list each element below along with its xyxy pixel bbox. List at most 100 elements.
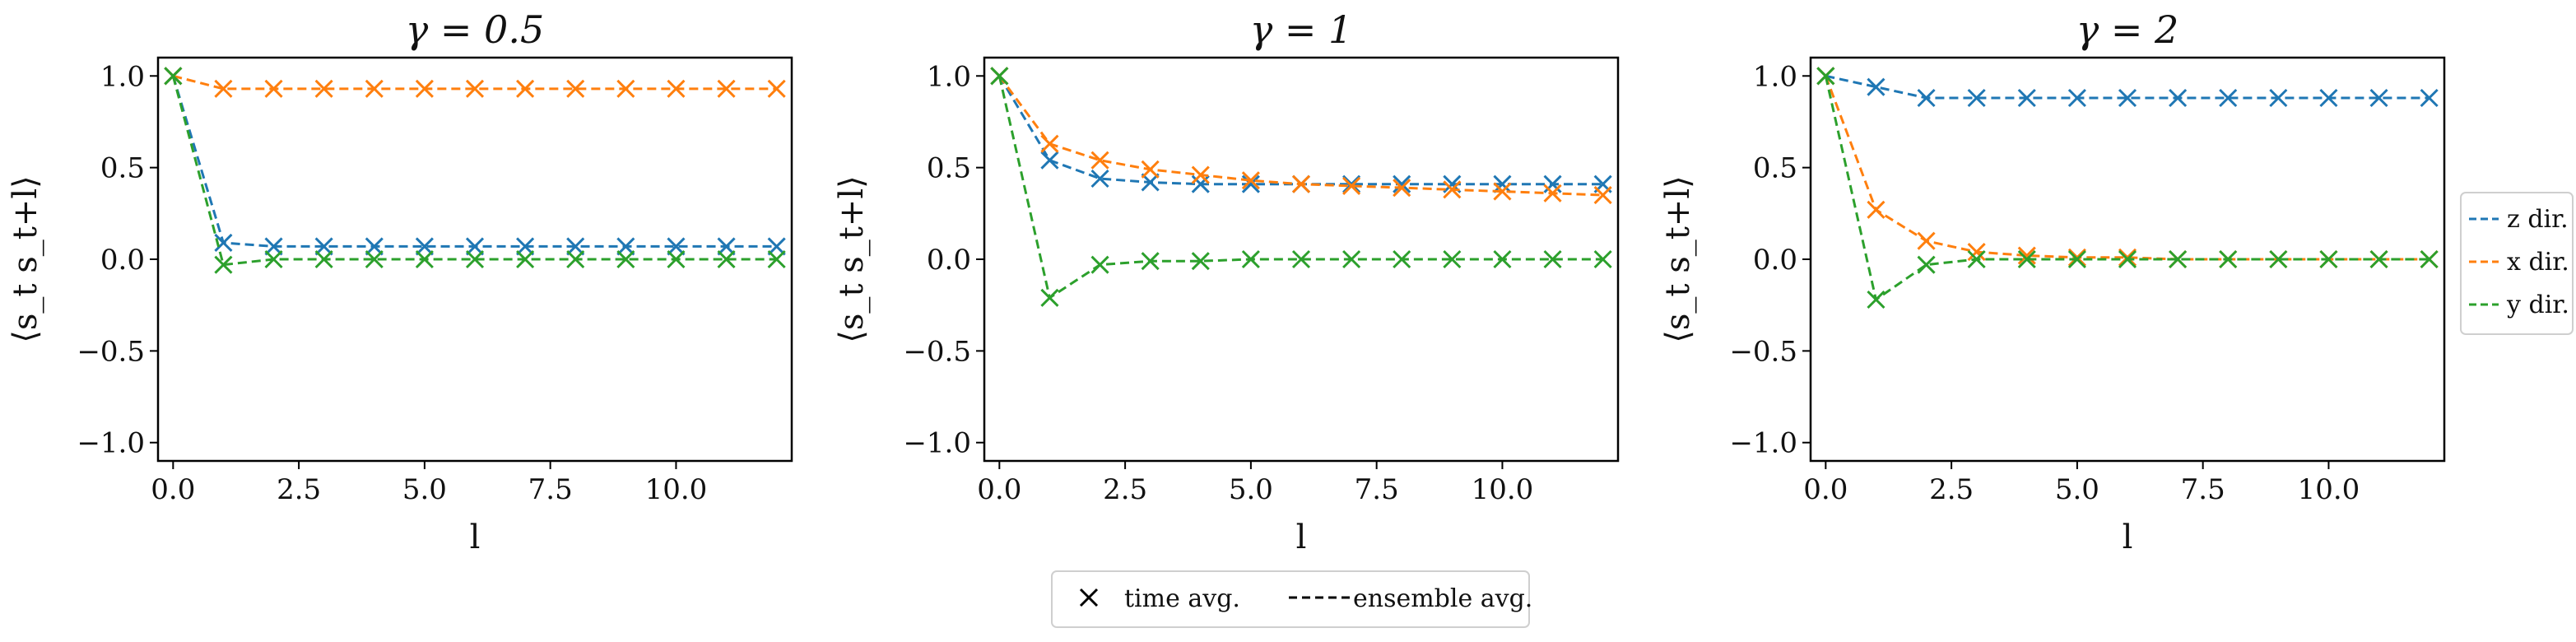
data-point-y [1967, 249, 1986, 269]
data-point-z [767, 237, 786, 256]
data-point-x [566, 79, 585, 98]
data-point-z [1141, 173, 1160, 192]
point-cross-stroke [1191, 252, 1210, 271]
point-cross-stroke [365, 237, 384, 256]
point-cross-stroke [365, 79, 384, 98]
point-cross-stroke [1917, 255, 1936, 274]
series-line-z [1825, 74, 2430, 100]
data-point-y [1342, 249, 1361, 269]
point-cross-stroke [717, 249, 736, 269]
point-cross-stroke [1593, 185, 1612, 205]
point-cross-stroke [990, 67, 1009, 86]
data-point-z [1342, 174, 1361, 193]
data-point-y [264, 249, 283, 269]
point-cross-stroke [566, 249, 585, 269]
point-cross-stroke [2067, 249, 2086, 269]
point-cross-stroke [2118, 249, 2137, 269]
data-point-z [1191, 174, 1210, 193]
data-point-y [2118, 249, 2137, 269]
data-point-x [717, 79, 736, 98]
point-cross-stroke [1291, 174, 1311, 193]
point-cross-stroke [1593, 249, 1612, 269]
point-cross-stroke [1191, 174, 1210, 193]
y-tick-label: 0.5 [927, 152, 971, 185]
data-point-x [314, 79, 333, 98]
point-cross-stroke [2017, 249, 2036, 269]
data-point-x [1543, 184, 1562, 202]
point-cross-stroke [566, 79, 585, 98]
point-cross-stroke [1543, 249, 1562, 269]
data-point-x [1141, 160, 1160, 179]
data-point-y [1090, 255, 1109, 274]
point-cross-stroke [2319, 88, 2338, 108]
point-cross-stroke [1443, 174, 1462, 193]
data-point-y [1867, 290, 1886, 309]
data-point-y [415, 249, 434, 269]
series-line-x [172, 74, 777, 91]
data-point-x [214, 79, 233, 98]
data-point-y [1191, 252, 1210, 271]
legend-label-y: y dir. [2506, 291, 2569, 319]
data-point-x [365, 79, 384, 98]
y-axis-label: ⟨s_t s_t+l⟩ [7, 175, 44, 342]
x-axis-label: l [2123, 519, 2133, 556]
data-point-y [717, 249, 736, 269]
series-line-x [1824, 75, 2430, 261]
point-cross-stroke [1040, 134, 1059, 153]
y-tick-label: −1.0 [77, 427, 145, 460]
point-cross-stroke [2169, 249, 2188, 269]
data-point-z [1867, 77, 1886, 96]
data-point-x [465, 79, 485, 98]
data-point-x [1342, 176, 1361, 195]
y-tick-label: 0.5 [100, 152, 145, 185]
data-point-z [1090, 169, 1109, 188]
point-cross-stroke [2118, 88, 2137, 108]
series-line-x [998, 75, 1603, 197]
data-point-z [2269, 88, 2288, 108]
point-cross-stroke [1493, 174, 1512, 193]
data-point-y [1291, 249, 1311, 269]
y-axis-label: ⟨s_t s_t+l⟩ [833, 175, 871, 342]
data-point-y [2067, 249, 2086, 269]
chart-title: γ = 0.5 [406, 7, 544, 52]
data-point-y [1816, 67, 1835, 86]
point-cross-stroke [1967, 243, 1986, 262]
point-cross-stroke [1917, 231, 1936, 250]
point-cross-stroke [1342, 176, 1361, 195]
point-cross-stroke [1141, 252, 1160, 271]
data-point-z [415, 237, 434, 256]
x-tick-label: 2.5 [1103, 473, 1147, 506]
point-cross-stroke [1393, 179, 1411, 198]
chart-panel-1: γ = 0.51.00.50.0−0.5−1.00.0 2.5 5.0 7.5 10.0… [7, 7, 793, 556]
point-cross-stroke [1342, 249, 1361, 269]
point-cross-stroke [2169, 88, 2188, 108]
point-cross-stroke [1443, 180, 1462, 199]
data-point-x [2118, 248, 2137, 267]
data-point-y [1443, 249, 1462, 269]
point-cross-stroke [2369, 88, 2388, 108]
x-tick-label: 10.0 [2298, 473, 2360, 506]
data-point-x [1191, 165, 1210, 184]
legend-marker-label: time avg. [1124, 584, 1240, 613]
point-cross-stroke [465, 237, 485, 256]
point-cross-stroke [2118, 248, 2137, 267]
point-cross-stroke [314, 249, 333, 269]
point-cross-stroke [2269, 249, 2288, 269]
data-point-x [1593, 185, 1612, 205]
legend-label-z: z dir. [2507, 205, 2569, 234]
data-point-y [2017, 249, 2036, 269]
data-point-x [667, 79, 686, 98]
point-cross-stroke [214, 233, 233, 253]
plot-frame [983, 56, 1620, 463]
y-tick-label: 1.0 [927, 60, 971, 93]
data-point-y [314, 249, 333, 269]
point-cross-stroke [1917, 88, 1936, 108]
point-cross-stroke [1291, 249, 1311, 269]
y-tick-label: 0.0 [1753, 244, 1797, 277]
x-tick-label: 7.5 [528, 473, 573, 506]
y-tick-label: 1.0 [100, 60, 145, 93]
data-point-y [2219, 249, 2238, 269]
data-point-y [465, 249, 485, 269]
point-cross-stroke [1141, 160, 1160, 179]
